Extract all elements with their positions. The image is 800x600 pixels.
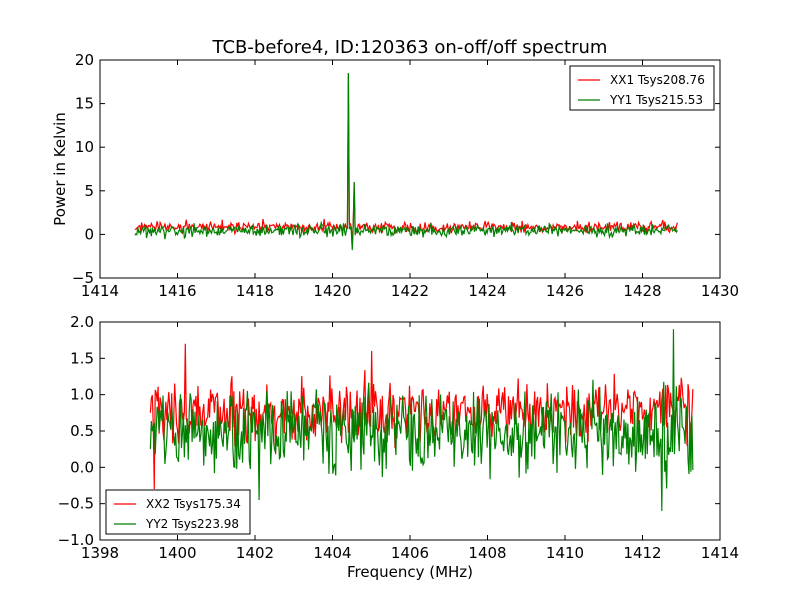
y-tick-label: 15 <box>75 95 94 113</box>
x-tick-label: 1422 <box>391 282 429 300</box>
y-tick-label: 2.0 <box>70 313 94 331</box>
x-tick-label: 1420 <box>313 282 351 300</box>
legend: XX1 Tsys208.76 YY1 Tsys215.53 <box>570 66 714 110</box>
x-tick-label: 1410 <box>546 544 584 562</box>
y-tick-label: 20 <box>75 51 94 69</box>
y-tick-label: 5 <box>84 182 94 200</box>
y-tick-label: 0 <box>84 225 94 243</box>
x-tick-label: 1408 <box>468 544 506 562</box>
x-axis-label: Frequency (MHz) <box>347 563 473 581</box>
y-tick-label: 0.5 <box>70 422 94 440</box>
series-line-2 <box>150 329 693 511</box>
x-tick-label: 1406 <box>391 544 429 562</box>
x-tick-label: 1428 <box>623 282 661 300</box>
y-tick-label: −0.5 <box>58 495 94 513</box>
legend-entry: XX2 Tsys175.34 <box>146 497 241 511</box>
x-tick-label: 1402 <box>236 544 274 562</box>
x-tick-label: 1430 <box>701 282 739 300</box>
y-tick-label: 0.0 <box>70 458 94 476</box>
y-tick-label: −1.0 <box>58 531 94 549</box>
x-tick-label: 1400 <box>158 544 196 562</box>
x-tick-label: 1416 <box>158 282 196 300</box>
bottom-spectrum-plot: 1398 1400 1402 1404 1406 1408 1410 1412 1414−1.0… <box>58 313 740 581</box>
legend: XX2 Tsys175.34 YY2 Tsys223.98 <box>106 490 250 534</box>
top-spectrum-plot: 1414 1416 1418 1420 1422 1424 1426 1428 1430−505… <box>51 51 739 300</box>
x-tick-label: 1404 <box>313 544 351 562</box>
legend-entry: YY2 Tsys223.98 <box>145 517 239 531</box>
x-tick-label: 1424 <box>468 282 506 300</box>
figure-title: TCB-before4, ID:120363 on-off/off spectr… <box>212 37 608 58</box>
x-tick-label: 1426 <box>546 282 584 300</box>
y-tick-label: 1.5 <box>70 349 94 367</box>
y-axis-label: Power in Kelvin <box>51 112 69 226</box>
legend-entry: XX1 Tsys208.76 <box>610 73 705 87</box>
y-tick-label: −5 <box>72 269 94 287</box>
x-tick-label: 1418 <box>236 282 274 300</box>
x-tick-label: 1412 <box>623 544 661 562</box>
y-tick-label: 1.0 <box>70 386 94 404</box>
legend-entry: YY1 Tsys215.53 <box>609 93 703 107</box>
y-tick-label: 10 <box>75 138 94 156</box>
x-tick-label: 1414 <box>701 544 739 562</box>
